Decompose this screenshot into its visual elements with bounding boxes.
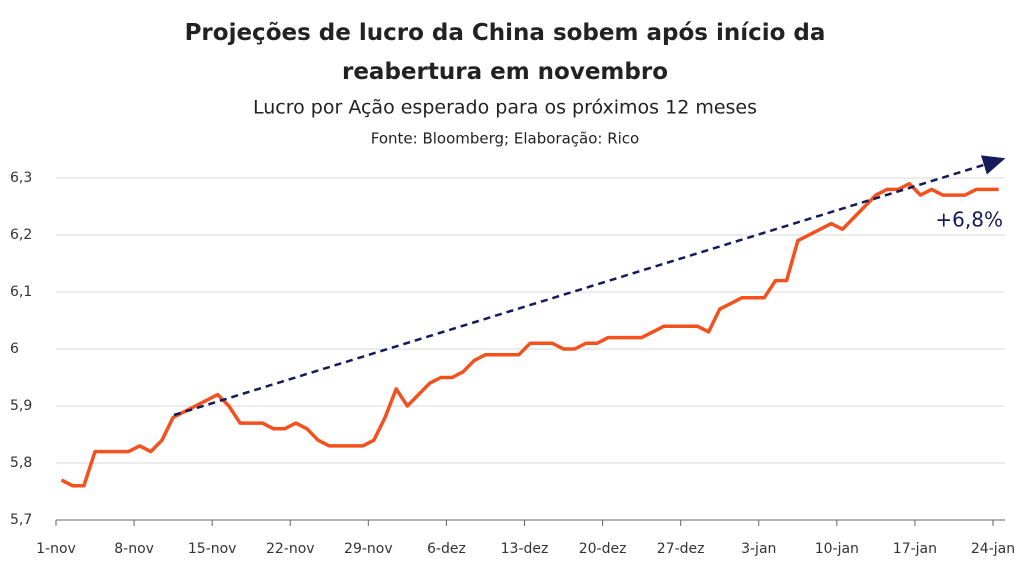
x-tick-label: 24-jan [971, 541, 1015, 557]
trend-arrow [173, 155, 1006, 417]
data-line [60, 181, 999, 488]
x-tick-label: 8-nov [114, 541, 154, 557]
x-tick-label: 20-dez [579, 541, 627, 557]
y-tick-label: 6 [10, 341, 19, 357]
x-tick-label: 1-nov [36, 541, 76, 557]
chart-title: Projeções de lucro da China sobem após i… [185, 20, 826, 85]
x-tick-label: 22-nov [266, 541, 315, 557]
y-tick-label: 6,1 [10, 284, 32, 300]
x-tick-label: 27-dez [657, 541, 705, 557]
chart-subtitle: Lucro por Ação esperado para os próximos… [253, 97, 757, 119]
annotation: +6,8% [935, 208, 1003, 232]
x-tick-label: 10-jan [815, 541, 859, 557]
y-tick-label: 5,8 [10, 455, 32, 471]
y-tick-label: 5,9 [10, 398, 32, 414]
x-tick-label: 29-nov [344, 541, 393, 557]
x-tick-label: 17-jan [893, 541, 937, 557]
x-tick-label: 15-nov [188, 541, 237, 557]
y-tick-label: 6,3 [10, 170, 32, 186]
x-tick-label: 3-jan [741, 541, 776, 557]
source: Fonte: Bloomberg; Elaboração: Rico [371, 130, 639, 148]
x-tick-label: 13-dez [501, 541, 549, 557]
x-tick-label: 6-dez [427, 541, 466, 557]
y-tick-label: 5,7 [10, 512, 32, 528]
y-tick-label: 6,2 [10, 227, 32, 243]
